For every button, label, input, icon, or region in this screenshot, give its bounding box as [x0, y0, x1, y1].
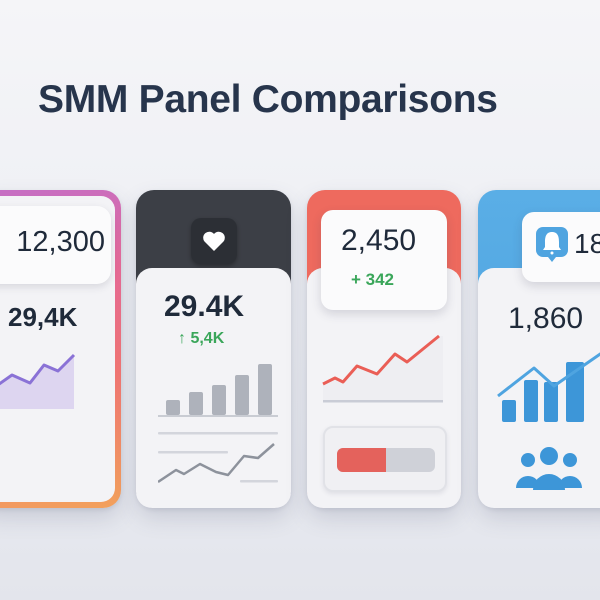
progress-fill: [337, 448, 386, 472]
heart-icon-box: [191, 218, 237, 264]
main-value: 1,860: [508, 302, 584, 335]
panel-card-2[interactable]: 29.4K ↑ 5,4K: [136, 190, 291, 508]
progress-card: [323, 426, 447, 492]
tag-value: 18: [574, 228, 600, 259]
tag-value: 12,300: [16, 226, 105, 258]
bell-icon-box: [536, 227, 568, 262]
delta-value: + 342: [351, 270, 395, 289]
bar-line-chart: [497, 352, 600, 422]
tag-value: 2,450: [341, 224, 417, 257]
stat-tag: 12,300: [0, 206, 111, 284]
area-chart: [0, 353, 76, 409]
progress-bar: [337, 448, 435, 472]
delta-value: ↑ 5,4K: [178, 330, 225, 347]
bar-chart: [158, 364, 278, 484]
stat-tag: 2,450 + 342: [321, 210, 447, 310]
main-value: 29.4K: [164, 290, 245, 323]
panel-card-3[interactable]: 2,450 + 342: [307, 190, 461, 508]
users-icon: [516, 447, 582, 490]
bell-icon: [543, 232, 561, 262]
heart-icon: [203, 231, 225, 251]
line-chart: [322, 334, 443, 403]
notification-tag: 18: [522, 212, 600, 282]
panel-card-4[interactable]: 18 1,860: [478, 190, 600, 508]
main-value: 29,4K: [8, 302, 78, 332]
panel-card-1[interactable]: 12,300 29,4K: [0, 190, 121, 508]
page-title: SMM Panel Comparisons: [38, 78, 498, 121]
